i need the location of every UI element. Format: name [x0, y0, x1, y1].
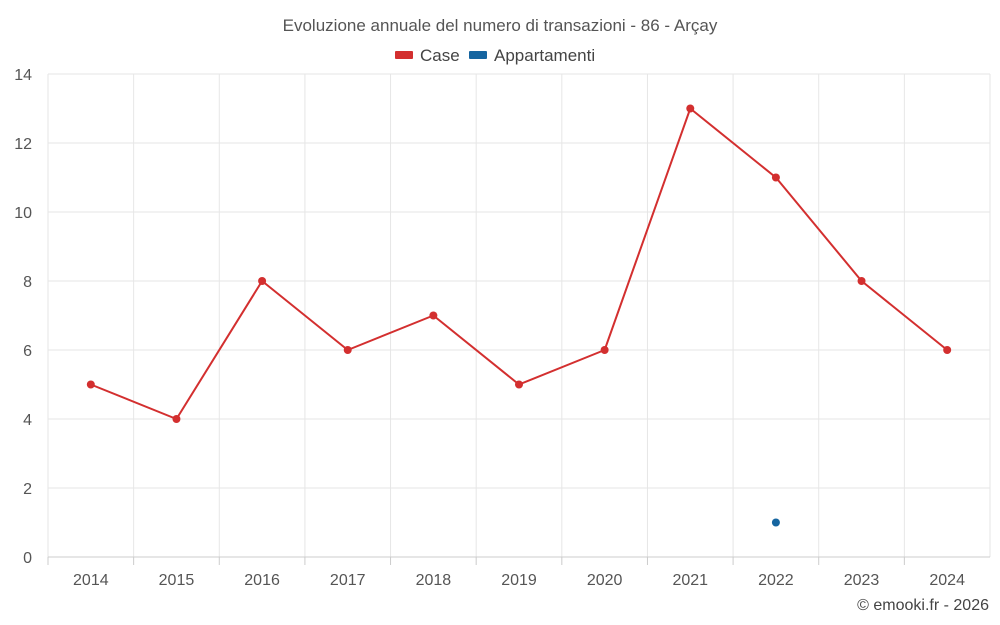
x-axis: 2014 2015 2016 2017 2018 2019 2020 2021 2022 2023…: [47, 556, 990, 589]
y-tick-label: 0: [23, 550, 32, 567]
data-point-case[interactable]: [258, 277, 267, 285]
x-tick-label: 2023: [844, 572, 880, 589]
x-tick-label: 2015: [159, 572, 195, 589]
y-tick-label: 8: [23, 274, 32, 291]
data-point-case[interactable]: [429, 311, 438, 320]
x-tick-label: 2014: [73, 572, 109, 589]
x-tick-label: 2022: [758, 572, 794, 589]
legend-item-case[interactable]: Case: [395, 46, 460, 65]
data-point-case[interactable]: [515, 380, 523, 389]
chart-title: Evoluzione annuale del numero di transaz…: [283, 16, 718, 35]
y-tick-label: 12: [14, 136, 32, 153]
y-tick-label: 14: [14, 67, 32, 84]
data-point-case[interactable]: [771, 173, 780, 182]
credit-text: © emooki.fr - 2026: [857, 597, 989, 614]
x-tick-label: 2016: [244, 572, 280, 589]
data-point-case[interactable]: [172, 415, 181, 423]
legend-label-case: Case: [420, 46, 460, 65]
legend-label-appartamenti: Appartamenti: [494, 46, 595, 65]
data-point-case[interactable]: [600, 346, 609, 354]
series-appartamenti: [771, 518, 780, 527]
data-point-case[interactable]: [857, 277, 866, 285]
y-axis: 0 2 4 6 8 10 12 14: [14, 67, 32, 567]
x-tick-label: 2018: [416, 572, 452, 589]
data-point-appartamenti[interactable]: [771, 518, 780, 527]
y-tick-label: 2: [23, 481, 32, 498]
legend-swatch-case: [395, 51, 413, 59]
legend-swatch-appartamenti: [469, 51, 487, 59]
data-point-case[interactable]: [86, 380, 95, 389]
x-tick-label: 2017: [330, 572, 366, 589]
x-tick-label: 2024: [929, 572, 965, 589]
legend-item-appartamenti[interactable]: Appartamenti: [469, 46, 595, 65]
legend: Case Appartamenti: [395, 46, 595, 65]
x-tick-label: 2019: [501, 572, 537, 589]
series-layer: [86, 104, 952, 527]
x-tick-label: 2020: [587, 572, 623, 589]
x-tick-label: 2021: [672, 572, 708, 589]
data-point-case[interactable]: [943, 346, 952, 354]
data-point-case[interactable]: [686, 104, 695, 113]
data-point-case[interactable]: [343, 346, 352, 354]
y-tick-label: 6: [23, 343, 32, 360]
y-tick-label: 10: [14, 205, 32, 222]
y-tick-label: 4: [23, 412, 32, 429]
gridlines: [47, 73, 991, 557]
series-case: [86, 104, 952, 423]
